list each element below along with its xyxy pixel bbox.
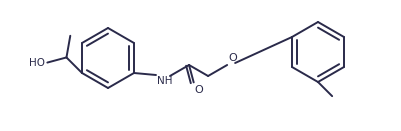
Text: O: O	[195, 85, 203, 95]
Text: NH: NH	[157, 76, 172, 86]
Text: O: O	[228, 53, 237, 63]
Text: HO: HO	[29, 58, 45, 68]
